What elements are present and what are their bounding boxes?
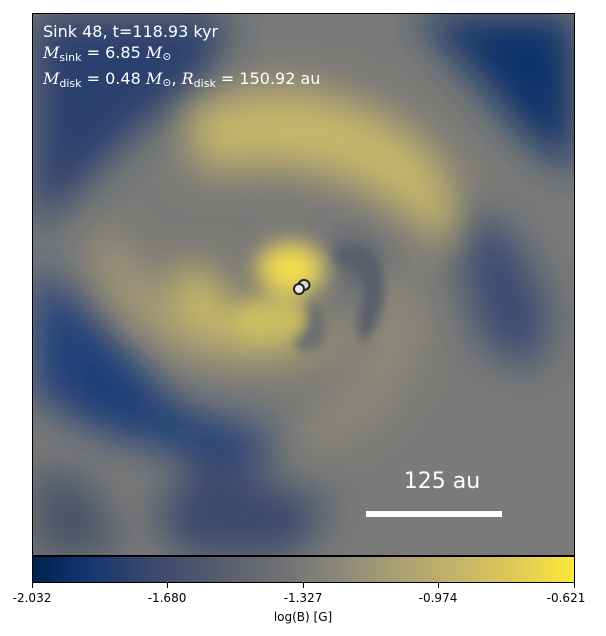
scalebar-label: 125 au [403, 469, 481, 494]
disk-properties: Mdisk = 0.48 M⊙, Rdisk = 150.92 au [43, 69, 321, 90]
colorbar-tick [438, 583, 439, 588]
filament [293, 244, 384, 352]
colorbar-tick-label: -2.032 [12, 591, 52, 605]
field-image [33, 14, 574, 555]
colorbar-tick [303, 583, 304, 588]
low-field-regions [33, 14, 574, 555]
colorbar [32, 556, 575, 583]
sink-annotation: Sink 48, t=118.93 kyr Msink = 6.85 M⊙ Md… [43, 21, 320, 94]
colorbar-tick-label: -1.327 [283, 591, 323, 605]
sink-markers [293, 279, 311, 295]
bright-core [233, 234, 336, 341]
colorbar-tick-label: -0.621 [546, 591, 586, 605]
magnetic-field-map: Sink 48, t=118.93 kyr Msink = 6.85 M⊙ Md… [32, 13, 575, 556]
colorbar-tick-label: -1.680 [147, 591, 187, 605]
colorbar-tick [167, 583, 168, 588]
sink-marker-2 [293, 283, 305, 295]
colorbar-tick-label: -0.974 [418, 591, 458, 605]
colorbar-tick [32, 583, 33, 588]
colorbar-label: log(B) [G] [273, 610, 333, 624]
sink-mass: Msink = 6.85 M⊙ [43, 43, 172, 64]
sink-title: Sink 48, t=118.93 kyr [43, 22, 219, 41]
scalebar [366, 511, 502, 517]
colorbar-tick [574, 583, 575, 588]
